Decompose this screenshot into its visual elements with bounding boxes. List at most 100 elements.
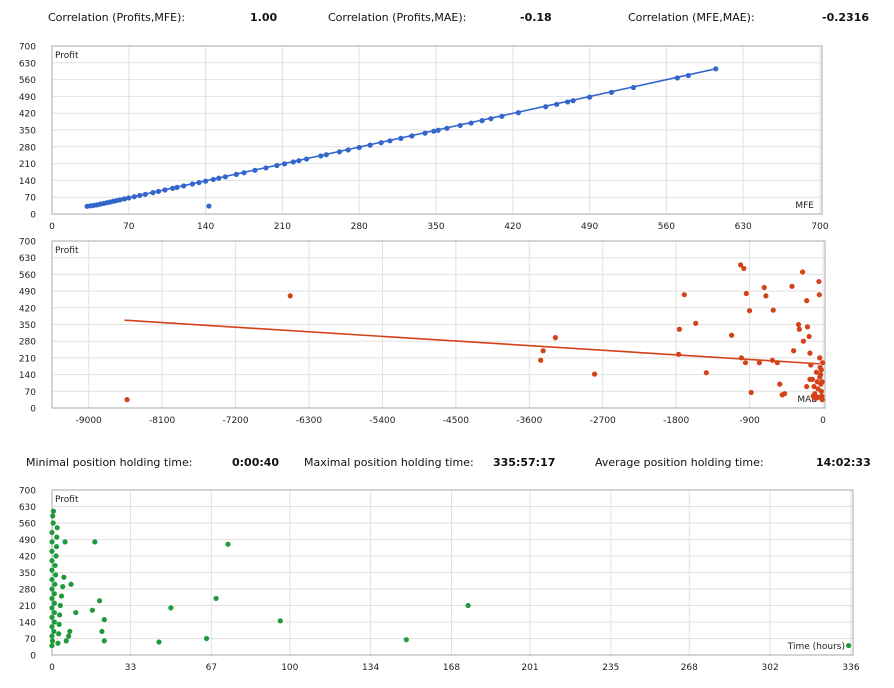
y-tick-label: 420	[19, 304, 36, 314]
y-tick-label: 350	[19, 321, 36, 331]
data-point	[50, 513, 56, 519]
data-point	[206, 203, 212, 209]
x-tick-label: 201	[521, 663, 538, 673]
data-point	[53, 543, 60, 550]
data-point	[540, 348, 546, 354]
data-point	[565, 99, 571, 105]
data-point	[60, 584, 66, 590]
trend-line	[124, 319, 820, 365]
data-point	[181, 183, 187, 189]
data-point	[52, 572, 59, 578]
x-tick-label: 336	[842, 663, 859, 673]
data-point	[58, 593, 65, 599]
data-point	[782, 391, 788, 397]
data-point	[51, 619, 57, 625]
data-point	[409, 133, 415, 139]
data-point	[675, 351, 682, 357]
data-point	[57, 612, 63, 618]
data-point	[693, 320, 699, 326]
data-point	[804, 324, 811, 330]
data-point	[457, 122, 463, 129]
profit-mfe-chart: 0 70 140 210 280 350 420 490 560 630 700 0 70 140 210 2…	[19, 43, 829, 233]
data-point	[815, 394, 821, 400]
data-point	[554, 101, 560, 107]
x-tick-label: 100	[281, 663, 298, 673]
x-tick-label: -9000	[76, 416, 102, 426]
x-tick-label: 268	[681, 663, 698, 673]
data-point	[89, 607, 96, 613]
data-point	[761, 284, 767, 291]
data-point	[156, 639, 162, 645]
x-tick-label: 70	[123, 222, 135, 232]
data-point	[52, 581, 58, 587]
x-tick-label: 490	[581, 222, 598, 232]
avg-hold-label: Average position holding time:	[595, 456, 764, 469]
x-tick-label: -4500	[443, 416, 469, 426]
x-axis-label: MAE	[797, 395, 817, 405]
data-point	[126, 195, 132, 201]
y-tick-label: 140	[19, 619, 36, 629]
data-point	[174, 184, 180, 190]
data-point	[729, 332, 735, 338]
y-tick-label: 630	[19, 503, 36, 513]
data-point	[816, 292, 822, 298]
data-point	[345, 147, 351, 153]
data-point	[303, 156, 310, 162]
data-point	[807, 350, 813, 356]
data-point	[444, 125, 450, 131]
x-tick-label: -2700	[590, 416, 616, 426]
data-point	[49, 624, 55, 630]
data-point	[499, 113, 505, 119]
data-point	[189, 181, 196, 187]
data-point	[777, 381, 783, 387]
data-point	[252, 167, 258, 173]
x-tick-label: 140	[197, 222, 214, 232]
data-point	[203, 178, 209, 184]
data-point	[131, 194, 137, 200]
y-tick-label: 280	[19, 338, 36, 348]
data-point	[281, 161, 288, 167]
data-point	[804, 298, 810, 304]
data-point	[819, 397, 825, 403]
data-point	[742, 360, 749, 366]
y-tick-label: 70	[25, 635, 37, 645]
data-point	[51, 600, 57, 606]
data-point	[746, 308, 753, 314]
data-point	[318, 153, 324, 159]
data-point	[813, 369, 820, 375]
data-point	[811, 383, 817, 390]
x-tick-label: 280	[351, 222, 368, 232]
data-point	[66, 633, 72, 639]
data-point	[142, 191, 148, 197]
y-tick-label: 420	[19, 110, 36, 120]
x-tick-label: -3600	[516, 416, 542, 426]
data-point	[538, 357, 544, 363]
y-tick-label: 70	[25, 194, 37, 204]
data-point	[608, 89, 615, 95]
data-point	[743, 290, 749, 297]
x-tick-label: 0	[820, 416, 826, 426]
x-tick-label: 33	[125, 663, 136, 673]
avg-hold-value: 14:02:33	[816, 456, 871, 469]
data-point	[435, 127, 441, 133]
data-point	[676, 326, 683, 332]
data-point	[263, 165, 269, 171]
x-tick-label: 0	[49, 663, 55, 673]
data-point	[49, 539, 55, 545]
data-point	[101, 617, 107, 623]
data-point	[124, 397, 130, 403]
data-point	[155, 188, 162, 195]
y-axis-label: Profit	[55, 495, 79, 505]
data-point	[819, 379, 825, 385]
x-tick-label: 235	[602, 663, 619, 673]
data-point	[51, 591, 57, 597]
data-point	[763, 293, 769, 299]
data-point	[67, 628, 73, 635]
y-tick-label: 350	[19, 569, 36, 579]
data-point	[756, 360, 762, 366]
data-point	[800, 338, 807, 344]
data-point	[62, 539, 68, 545]
data-point	[738, 355, 745, 361]
data-point	[323, 152, 329, 158]
data-point	[791, 348, 797, 354]
